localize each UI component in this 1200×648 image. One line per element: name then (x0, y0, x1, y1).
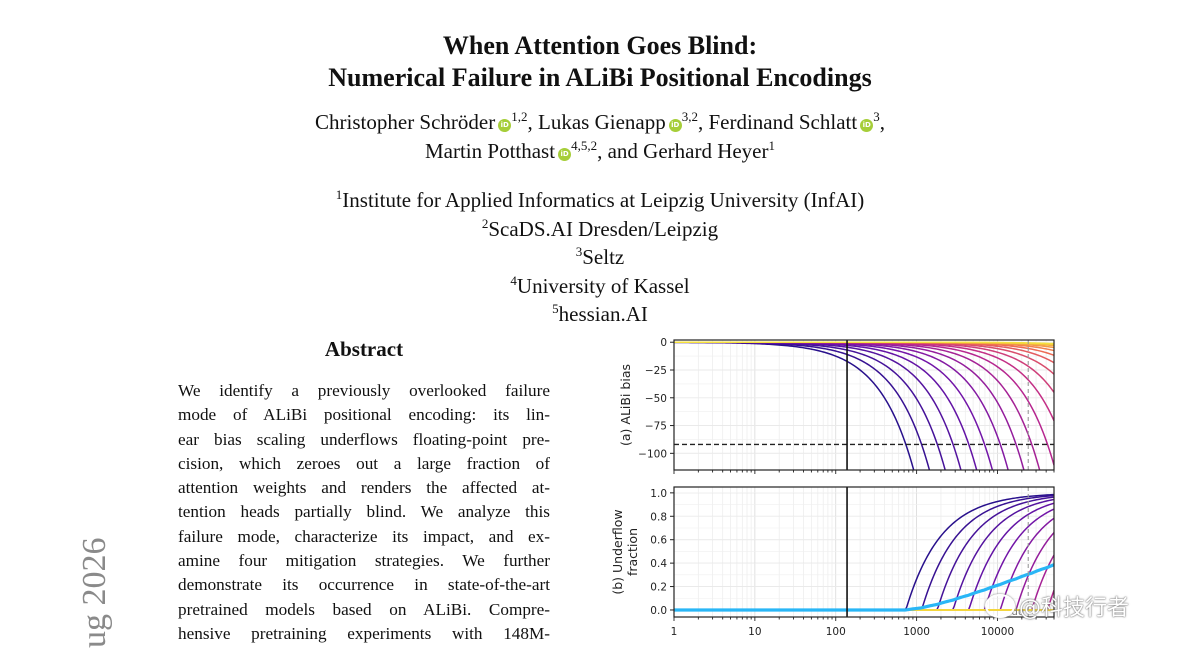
affiliation: 2ScaDS.AI Dresden/Leipzig (0, 215, 1200, 244)
chart-panel-bias: 0 −25 −50 −75 −100 (a) ALiBi bias (618, 337, 1055, 474)
orcid-icon[interactable]: iD (860, 119, 874, 132)
author-affil: 3 (873, 109, 880, 124)
bias-curve-series (674, 341, 1054, 345)
y-tick-label: 0 (660, 337, 667, 349)
author-sep: , and Gerhard Heyer (597, 139, 769, 163)
orcid-icon[interactable]: iD (558, 148, 572, 161)
author-sep: , (697, 110, 709, 134)
author-name: Christopher Schröder (315, 110, 496, 134)
affiliation-num: 2 (481, 215, 489, 231)
y-axis-label: (b) Underflowfraction (610, 509, 640, 594)
author-affil: 4,5,2 (571, 138, 598, 153)
annotation-label: du (1012, 607, 1025, 618)
author-affil: 1 (768, 138, 776, 153)
x-tick-label: 1000 (903, 626, 930, 638)
affiliation-text: ScaDS.AI Dresden/Leipzig (488, 216, 719, 241)
affiliation-num: 3 (575, 244, 583, 259)
abstract-line: ear bias scaling underflows floating-poi… (178, 429, 550, 449)
mean-underflow-curve (674, 563, 1054, 612)
affiliation-text: University of Kassel (516, 273, 690, 298)
orcid-icon[interactable]: iD (668, 119, 682, 132)
affiliation-num: 1 (335, 187, 343, 202)
arxiv-stamp: ug 2026 (22, 520, 113, 648)
abstract-line: tention heads partially blind. We analyz… (178, 502, 550, 522)
y-tick-label: 1.0 (650, 488, 667, 500)
plot-background (674, 340, 1054, 470)
y-tick-label: 0.2 (650, 582, 667, 594)
paper-title: When Attention Goes Blind: Numerical Fai… (0, 30, 1200, 94)
author-affil: 1,2 (511, 109, 528, 124)
abstract-line: pretrained models based on ALiBi. Compre… (178, 599, 550, 619)
bias-curves (674, 341, 1054, 470)
author-sep: , (879, 110, 885, 134)
affiliation-text: Seltz (582, 245, 625, 269)
abstract-heading: Abstract (324, 337, 404, 361)
watermark-text: @科技行者 (1019, 596, 1130, 621)
y-tick-label: 0.6 (650, 535, 667, 547)
abstract-line: attention weights and renders the affect… (178, 478, 550, 498)
title-line-2: Numerical Failure in ALiBi Positional En… (328, 63, 872, 92)
y-tick-label: −50 (645, 393, 667, 405)
y-tick-label: 0.8 (650, 511, 667, 523)
abstract-line: cision, which zeroes out a large fractio… (178, 453, 550, 473)
authors-line-1: Christopher Schröder iD1,2, Lukas Gienapp… (0, 108, 1200, 137)
affiliation-text: hessian.AI (558, 302, 648, 326)
y-tick-label: −75 (645, 421, 667, 433)
abstract-line: hensive pretraining experiments with 148… (178, 623, 550, 643)
abstract-line: We identify a previously overlooked fail… (178, 381, 550, 400)
abstract-body: We identify a previously overlooked fail… (178, 379, 550, 646)
y-axis-label-line: fraction (625, 528, 640, 576)
affiliation: 4University of Kassel (0, 272, 1200, 301)
affiliation: 1Institute for Applied Informatics at Le… (0, 186, 1200, 215)
y-tick-label: 0.4 (650, 558, 667, 570)
affiliation-num: 4 (510, 272, 517, 288)
figure-alibi-underflow: 0 −25 −50 −75 −100 (a) ALiBi bias du 1.0 0.8 0.6… (610, 337, 1055, 638)
abstract-line: failure mode, characterize its impact, a… (178, 526, 550, 546)
x-tick-label: 10000 (981, 626, 1014, 638)
affiliation: 5hessian.AI (0, 300, 1200, 329)
arxiv-stamp-text: ug 2026 (76, 537, 113, 648)
abstract-line: amine four mitigation strategies. We fur… (178, 551, 550, 571)
author-list: Christopher Schröder iD1,2, Lukas Gienapp… (0, 108, 1200, 166)
author-name: Martin Potthast (424, 139, 556, 163)
orcid-icon[interactable]: iD (498, 119, 512, 132)
author-name: Ferdinand Schlatt (708, 110, 858, 134)
abstract-line: mode of ALiBi positional encoding: its l… (178, 405, 550, 425)
author-name: Lukas Gienapp (538, 110, 666, 134)
author-sep: , (527, 110, 538, 134)
affiliation-text: Institute for Applied Informatics at Lei… (342, 188, 865, 212)
plot-frame (673, 339, 1055, 471)
watermark-logo-icon (985, 594, 1015, 618)
authors-line-2: Martin Potthast iD4,5,2, and Gerhard Heye… (0, 137, 1200, 166)
title-line-1: When Attention Goes Blind: (442, 31, 758, 60)
affiliation: 3Seltz (0, 243, 1200, 272)
abstract-line: demonstrate its occurrence in state-of-t… (178, 575, 550, 595)
affiliation-list: 1Institute for Applied Informatics at Le… (0, 186, 1200, 329)
y-tick-label: −25 (645, 365, 667, 377)
y-axis-label: (a) ALiBi bias (618, 364, 633, 446)
x-tick-label: 10 (748, 626, 761, 638)
watermark: @科技行者 (985, 590, 1129, 622)
y-tick-label: −100 (638, 448, 667, 460)
x-tick-label: 1 (671, 626, 678, 638)
y-tick-label: 0.0 (650, 605, 667, 617)
affiliation-num: 5 (552, 301, 559, 316)
plot-frame (673, 486, 1055, 618)
author-affil: 3,2 (681, 109, 698, 124)
y-axis-label-line: (b) Underflow (610, 509, 625, 594)
x-tick-label: 100 (826, 626, 846, 638)
